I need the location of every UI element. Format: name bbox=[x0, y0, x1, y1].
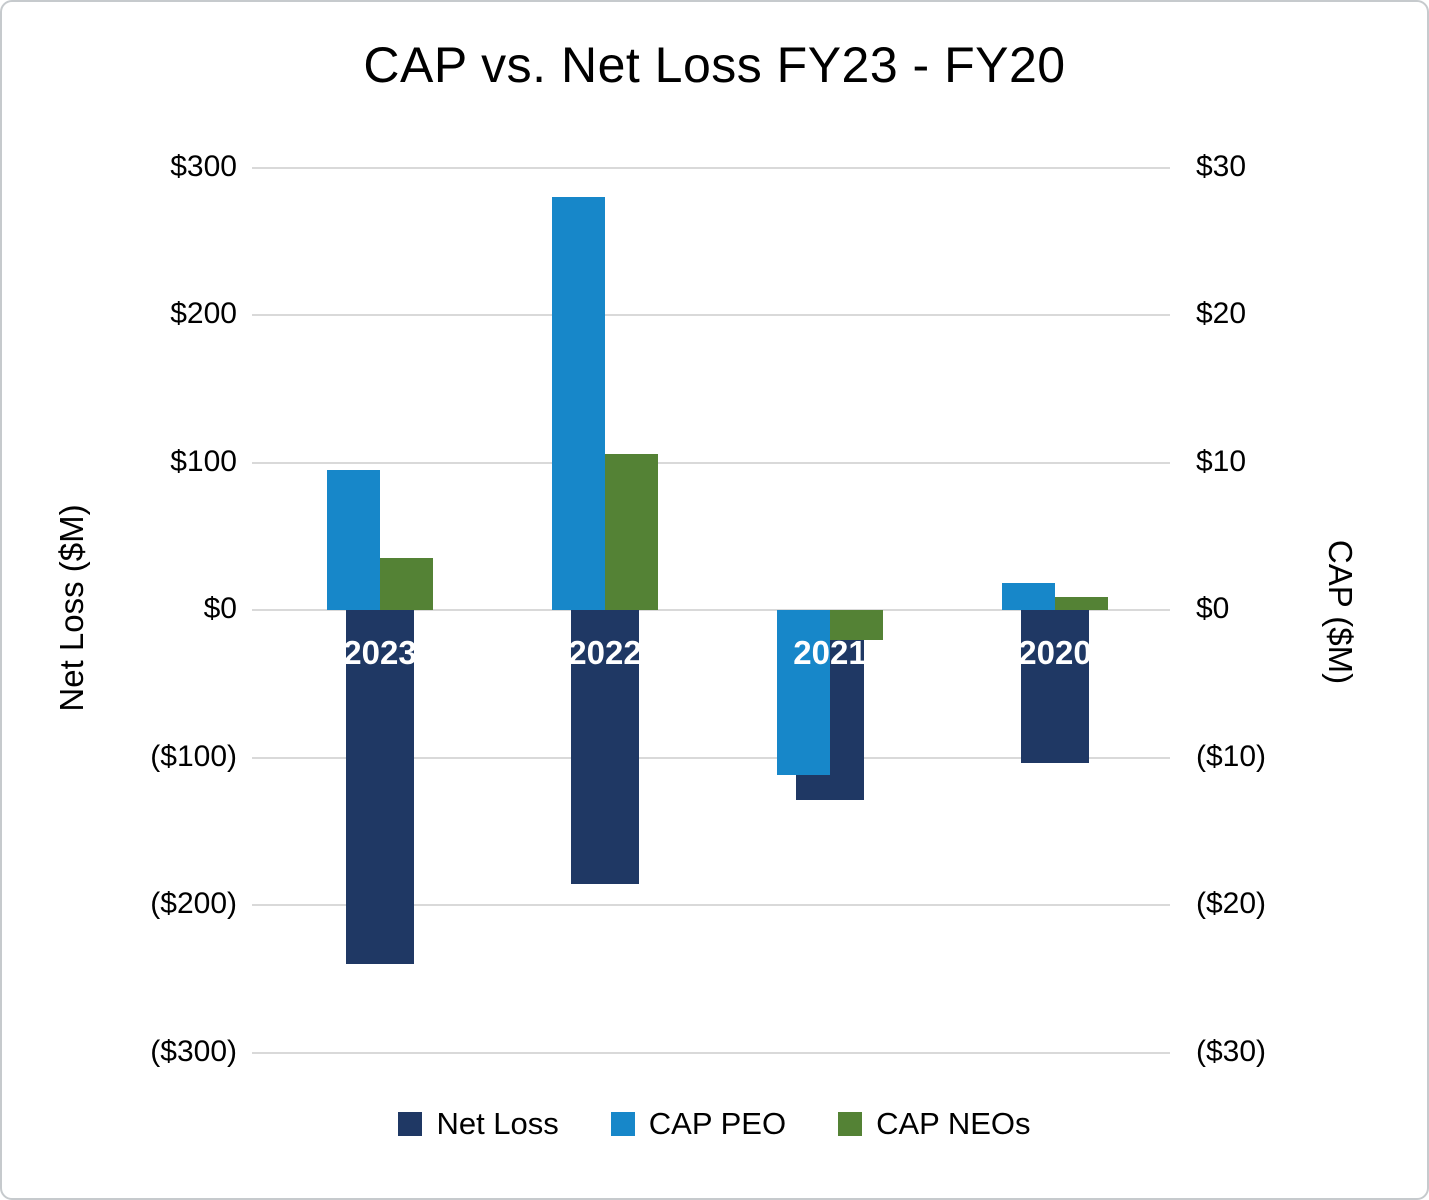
chart-title: CAP vs. Net Loss FY23 - FY20 bbox=[363, 37, 1066, 93]
right-axis-tick-label: $20 bbox=[1196, 297, 1247, 330]
left-axis-tick-label: ($100) bbox=[150, 739, 237, 773]
right-axis-tick-label: ($20) bbox=[1196, 887, 1267, 920]
bar-net-loss-2020 bbox=[1021, 610, 1089, 764]
gridline bbox=[252, 314, 1170, 316]
right-axis-tick-label: $0 bbox=[1196, 592, 1230, 625]
gridline bbox=[252, 609, 1170, 611]
left-axis-tick-label: $0 bbox=[203, 592, 237, 625]
category-label-2021: 2021 bbox=[793, 634, 867, 671]
bar-net-loss-2022 bbox=[571, 610, 639, 885]
category-label-2023: 2023 bbox=[343, 634, 417, 671]
legend-item-cap-neos: CAP NEOs bbox=[838, 1106, 1031, 1142]
bar-cap-neos-2022 bbox=[605, 453, 658, 610]
legend-label: Net Loss bbox=[436, 1106, 559, 1141]
left-axis-tick-label: $300 bbox=[170, 149, 237, 183]
bar-cap-neos-2021 bbox=[830, 610, 883, 640]
bar-cap-peo-2023 bbox=[327, 469, 380, 610]
gridline bbox=[252, 756, 1170, 759]
legend-item-net-loss: Net Loss bbox=[398, 1106, 559, 1142]
legend-swatch bbox=[610, 1112, 635, 1136]
left-axis-tick-label: ($200) bbox=[150, 887, 237, 920]
right-axis-tick-label: ($30) bbox=[1196, 1034, 1267, 1068]
bar-cap-peo-2021 bbox=[777, 610, 830, 776]
left-axis-tick-label: $100 bbox=[170, 444, 237, 478]
left-axis-tick-label: $200 bbox=[170, 297, 237, 330]
gridline bbox=[252, 461, 1170, 464]
legend-swatch bbox=[838, 1112, 863, 1136]
gridline bbox=[252, 166, 1170, 169]
bar-cap-neos-2020 bbox=[1055, 596, 1108, 610]
right-axis-tick-label: ($10) bbox=[1196, 739, 1267, 773]
bar-cap-neos-2023 bbox=[380, 558, 433, 610]
legend-label: CAP PEO bbox=[648, 1106, 787, 1141]
gridline bbox=[252, 1051, 1170, 1054]
gridline bbox=[252, 904, 1170, 906]
right-axis-tick-label: $10 bbox=[1196, 444, 1247, 478]
bar-net-loss-2023 bbox=[346, 610, 414, 964]
category-label-2020: 2020 bbox=[1018, 634, 1092, 671]
legend-label: CAP NEOs bbox=[876, 1106, 1031, 1141]
legend-swatch bbox=[398, 1112, 423, 1136]
legend: Net Loss CAP PEO CAP NEOs bbox=[0, 1106, 1429, 1142]
category-label-2022: 2022 bbox=[568, 634, 642, 671]
legend-item-cap-peo: CAP PEO bbox=[610, 1106, 787, 1142]
bar-cap-peo-2020 bbox=[1002, 583, 1055, 610]
left-axis-tick-label: ($300) bbox=[150, 1034, 237, 1068]
left-axis-title: Net Loss ($M) bbox=[53, 504, 90, 712]
bar-cap-peo-2022 bbox=[552, 197, 605, 610]
right-axis-tick-label: $30 bbox=[1196, 149, 1247, 183]
